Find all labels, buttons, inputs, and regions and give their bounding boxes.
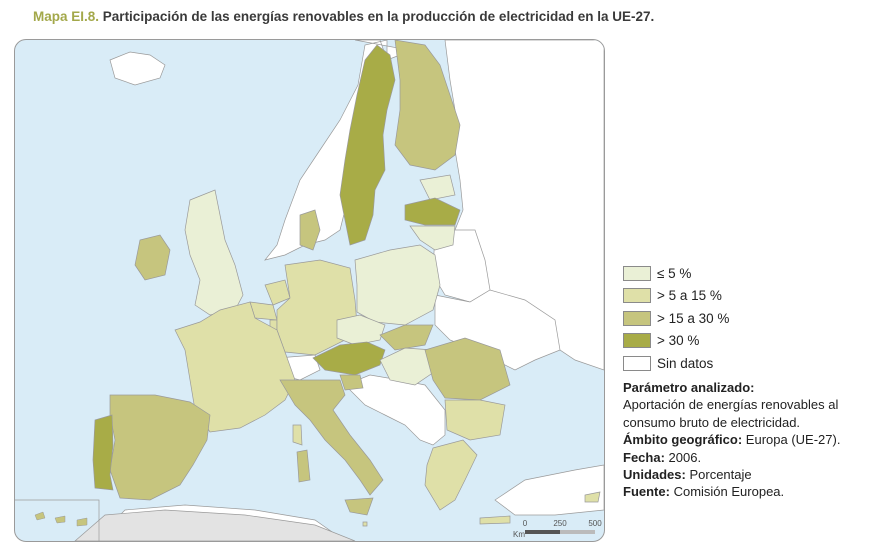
latvia [404,197,461,226]
poland [354,244,441,326]
slovakia [379,324,434,351]
date-value: 2006. [668,449,702,465]
bulgaria [444,399,506,441]
legend-label: > 5 a 15 % [657,288,722,304]
legend-swatch [623,333,651,349]
legend-swatch [623,288,651,304]
portugal [92,414,114,491]
italy [279,379,384,496]
source-label: Fuente: [623,484,670,500]
scope-label: Ámbito geográfico: [623,432,743,448]
date-line: Fecha: 2006. [623,449,873,466]
spain [109,394,211,501]
ukraine [434,289,561,371]
greece [424,439,478,511]
scope-value: Europa (UE-27). [745,432,841,448]
eu-countries [92,40,601,527]
param-label: Parámetro analizado: [623,380,755,395]
united-kingdom [184,189,244,316]
legend-item: Sin datos [623,352,729,375]
austria [312,341,386,376]
map-code: Mapa EI.8. [33,9,100,24]
units-value: Porcentaje [689,467,752,483]
scale-unit: Km [513,530,525,539]
scale-bar: 0 250 500 Km [513,519,602,539]
date-label: Fecha: [623,449,665,465]
non-eu-land [94,40,604,541]
legend-swatch [623,265,651,281]
legend-label: Sin datos [657,355,714,371]
legend-item: > 15 a 30 % [623,307,729,330]
source-line: Fuente: Comisión Europea. [623,483,873,500]
legend: ≤ 5 % > 5 a 15 % > 15 a 30 % > 30 % Sin … [623,262,729,375]
legend-label: > 15 a 30 % [657,310,730,326]
map-title: Mapa EI.8. Participación de las energías… [33,9,654,24]
malta [362,521,368,527]
estonia [419,174,456,201]
scale-tick-0: 0 [523,519,528,528]
legend-label: ≤ 5 % [657,265,692,281]
map-title-text: Participación de las energías renovables… [102,9,655,24]
map-canvas: 0 250 500 Km [15,40,604,541]
units-label: Unidades: [623,467,686,483]
legend-item: > 5 a 15 % [623,285,729,308]
scale-tick-500: 500 [588,519,602,528]
north-africa-gray [74,509,356,541]
sweden [339,44,396,246]
param-value: Aportación de energías renovables al con… [623,397,839,430]
canary-islands-inset [15,499,100,541]
legend-item: ≤ 5 % [623,262,729,285]
legend-swatch [623,310,651,326]
denmark [299,209,321,251]
legend-label: > 30 % [657,333,700,349]
czech-republic [336,314,386,346]
cyprus [584,491,601,503]
iceland [109,51,166,86]
source-value: Comisión Europea. [673,484,785,500]
legend-item: > 30 % [623,330,729,353]
units-line: Unidades: Porcentaje [623,466,873,483]
scale-tick-250: 250 [553,519,567,528]
ireland [134,234,171,281]
corsica [292,424,303,446]
sicily [344,497,374,516]
scope-line: Ámbito geográfico: Europa (UE-27). [623,431,873,448]
crete [479,515,511,525]
lithuania [409,225,456,251]
turkey [494,464,604,516]
map-info: Parámetro analizado: Aportación de energ… [623,379,873,501]
finland [394,40,461,171]
sardinia [296,449,311,483]
legend-swatch [623,355,651,371]
europe-map[interactable]: 0 250 500 Km [14,39,605,542]
romania [424,337,511,401]
slovenia [339,374,364,391]
